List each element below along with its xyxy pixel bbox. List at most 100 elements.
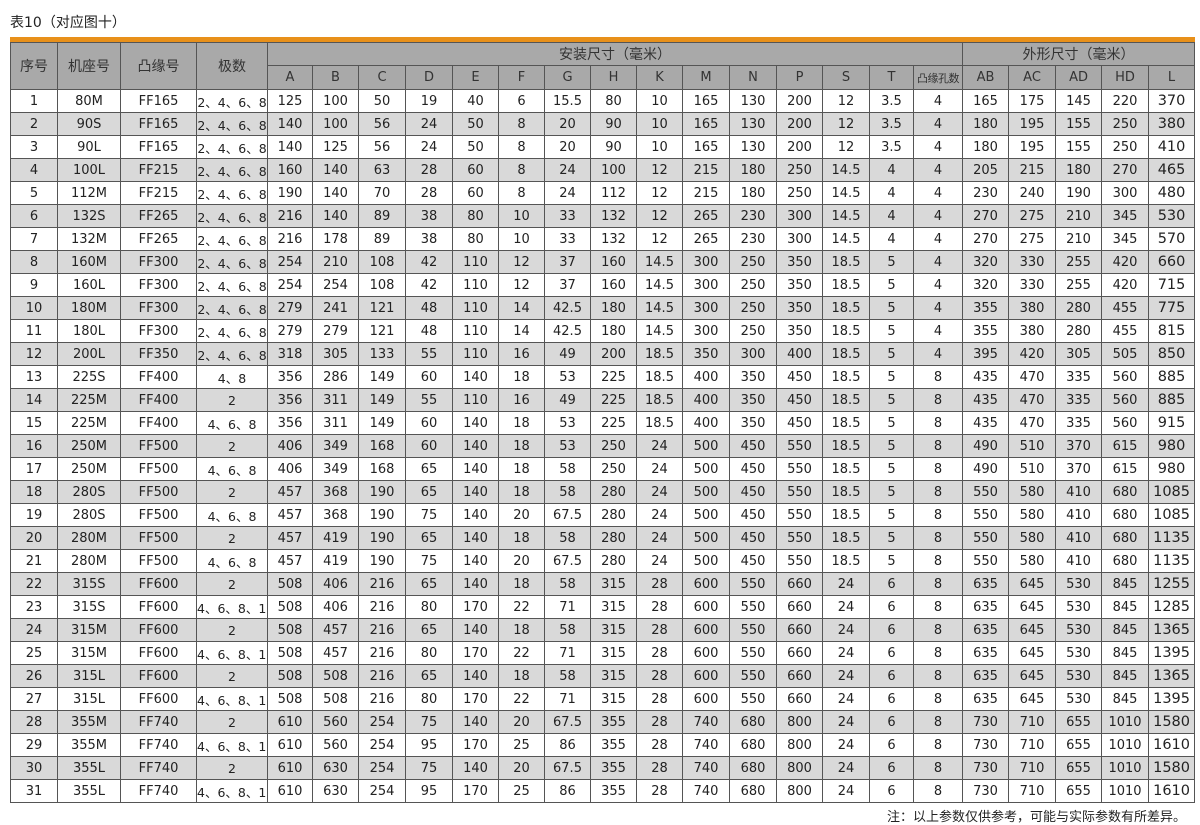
- table-row: 12 200L FF350 2、4、6、8 318 305 133 55 110 16 49 200 1…: [10, 342, 1196, 366]
- table-cell: 2、4、6、8: [196, 158, 268, 182]
- table-cell: 2、4、6、8: [196, 135, 268, 159]
- table-cell: 450: [729, 503, 777, 527]
- table-cell: 505: [1101, 342, 1150, 366]
- table-cell: 500: [682, 526, 730, 550]
- table-cell: 615: [1101, 457, 1150, 481]
- table-cell: 18.5: [636, 411, 683, 435]
- table-cell: 65: [405, 572, 453, 596]
- table-cell: 18.5: [822, 480, 870, 504]
- table-cell: 500: [682, 549, 730, 573]
- table-row: 8 160M FF300 2、4、6、8 254 210 108 42 110 12 37 160 14…: [10, 250, 1196, 274]
- table-cell: 2、4、6、8: [196, 250, 268, 274]
- table-cell: 406: [312, 572, 359, 596]
- table-row: 10 180M FF300 2、4、6、8 279 241 121 48 110 14 42.5 18…: [10, 296, 1196, 320]
- table-cell: 80: [405, 641, 453, 665]
- table-cell: 65: [405, 664, 453, 688]
- table-cell: 680: [729, 733, 777, 757]
- table-cell: 49: [544, 388, 591, 412]
- table-cell: 1135: [1148, 549, 1196, 573]
- table-cell: 560: [312, 733, 359, 757]
- table-cell: 65: [405, 480, 453, 504]
- table-cell: 5: [869, 388, 914, 412]
- table-cell: 660: [776, 641, 823, 665]
- table-cell: 635: [962, 664, 1010, 688]
- table-cell: 55: [405, 342, 453, 366]
- table-cell: 28: [636, 710, 683, 734]
- table-cell: 305: [1055, 342, 1103, 366]
- table-cell: 125: [267, 89, 313, 113]
- table-cell: 300: [682, 319, 730, 343]
- table-cell: 356: [267, 411, 313, 435]
- table-cell: 18.5: [636, 342, 683, 366]
- table-cell: 508: [312, 664, 359, 688]
- table-cell: 22: [498, 641, 545, 665]
- column-header: E: [452, 65, 499, 90]
- table-caption: 表10（对应图十）: [10, 15, 126, 31]
- table-cell: 315L: [57, 664, 121, 688]
- table-cell: 24: [822, 595, 870, 619]
- table-cell: 660: [776, 595, 823, 619]
- table-cell: 60: [452, 158, 499, 182]
- table-cell: 215: [1008, 158, 1057, 182]
- table-cell: 645: [1008, 595, 1057, 619]
- table-cell: 200L: [57, 342, 121, 366]
- table-cell: 130: [729, 89, 777, 113]
- table-cell: 160: [590, 273, 637, 297]
- table-cell: 230: [729, 204, 777, 228]
- table-cell: 355: [962, 296, 1010, 320]
- table-cell: 6: [869, 687, 914, 711]
- table-cell: 610: [267, 710, 313, 734]
- table-cell: 550: [962, 480, 1010, 504]
- table-cell: 635: [962, 687, 1010, 711]
- table-cell: 7: [10, 227, 58, 251]
- table-cell: 630: [312, 756, 359, 780]
- table-cell: 24: [10, 618, 58, 642]
- table-cell: 180: [590, 319, 637, 343]
- header-index: 序号: [10, 42, 58, 90]
- table-cell: 4: [912, 135, 964, 159]
- table-cell: 355: [962, 319, 1010, 343]
- table-cell: 175: [1008, 89, 1057, 113]
- table-cell: 6: [869, 710, 914, 734]
- table-cell: 355M: [57, 733, 121, 757]
- table-cell: 2、4、6、8: [196, 296, 268, 320]
- table-cell: 655: [1055, 779, 1103, 803]
- table-cell: 5: [869, 250, 914, 274]
- table-cell: 530: [1055, 641, 1103, 665]
- table-cell: 3.5: [869, 112, 914, 136]
- table-cell: 10: [10, 296, 58, 320]
- table-cell: 350: [776, 296, 823, 320]
- table-cell: 5: [869, 434, 914, 458]
- table-cell: 9: [10, 273, 58, 297]
- table-cell: 40: [452, 89, 499, 113]
- table-cell: 170: [452, 641, 499, 665]
- table-cell: 8: [912, 503, 964, 527]
- table-cell: 8: [498, 181, 545, 205]
- table-cell: 4: [869, 227, 914, 251]
- table-row: 19 280S FF500 4、6、8 457 368 190 75 140 20 67.5 280 2…: [10, 503, 1196, 527]
- table-cell: 350: [776, 250, 823, 274]
- table-cell: 508: [312, 687, 359, 711]
- table-cell: 75: [405, 756, 453, 780]
- table-cell: 530: [1055, 618, 1103, 642]
- table-cell: 168: [358, 457, 406, 481]
- table-cell: 315S: [57, 595, 121, 619]
- table-cell: 280: [590, 480, 637, 504]
- table-cell: 419: [312, 526, 359, 550]
- table-cell: 5: [869, 549, 914, 573]
- table-cell: 60: [405, 434, 453, 458]
- table-cell: FF265: [120, 204, 197, 228]
- table-cell: 65: [405, 526, 453, 550]
- table-cell: 70: [358, 181, 406, 205]
- table-cell: 1580: [1148, 756, 1196, 780]
- table-cell: 645: [1008, 572, 1057, 596]
- table-row: 11 180L FF300 2、4、6、8 279 279 121 48 110 14 42.5 18…: [10, 319, 1196, 343]
- table-cell: 14.5: [636, 250, 683, 274]
- table-cell: 216: [358, 664, 406, 688]
- table-cell: 170: [452, 733, 499, 757]
- table-cell: 24: [405, 112, 453, 136]
- table-cell: 400: [682, 411, 730, 435]
- table-cell: 490: [962, 457, 1010, 481]
- table-cell: 16: [498, 388, 545, 412]
- table-cell: 31: [10, 779, 58, 803]
